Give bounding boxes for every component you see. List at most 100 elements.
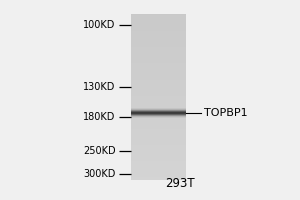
Bar xyxy=(130,37,186,38)
Bar xyxy=(130,146,186,147)
Bar xyxy=(130,165,186,166)
Bar xyxy=(130,109,186,110)
Bar xyxy=(130,63,186,64)
Bar xyxy=(130,74,186,75)
Bar xyxy=(130,91,186,92)
Bar xyxy=(130,149,186,150)
Bar xyxy=(130,84,186,85)
Bar xyxy=(130,115,186,116)
Bar xyxy=(130,114,186,115)
Bar xyxy=(130,102,186,103)
Bar xyxy=(130,72,186,73)
Bar xyxy=(130,64,186,65)
Bar xyxy=(130,110,186,111)
Bar xyxy=(130,70,186,71)
Bar xyxy=(130,102,186,103)
Bar xyxy=(130,154,186,155)
Bar xyxy=(130,132,186,133)
Bar xyxy=(130,76,186,77)
Bar xyxy=(130,42,186,43)
Bar xyxy=(130,32,186,33)
Bar xyxy=(130,113,186,114)
Bar xyxy=(130,111,186,112)
Bar xyxy=(130,172,186,173)
Bar xyxy=(130,65,186,66)
Bar xyxy=(130,112,186,113)
Bar xyxy=(130,170,186,171)
Bar xyxy=(130,145,186,146)
Bar xyxy=(130,36,186,37)
Bar xyxy=(130,131,186,132)
Bar xyxy=(130,134,186,135)
Bar xyxy=(130,105,186,106)
Bar xyxy=(130,115,186,116)
Bar xyxy=(130,60,186,61)
Bar xyxy=(130,113,186,114)
Bar xyxy=(130,19,186,20)
Bar xyxy=(130,14,186,15)
Bar xyxy=(130,161,186,162)
Bar xyxy=(130,87,186,88)
Bar xyxy=(130,98,186,99)
Bar xyxy=(130,15,186,16)
Bar xyxy=(130,80,186,81)
Bar xyxy=(130,58,186,59)
Bar xyxy=(130,117,186,118)
Bar xyxy=(130,114,186,115)
Bar xyxy=(130,137,186,138)
Bar xyxy=(130,133,186,134)
Bar xyxy=(130,169,186,170)
Bar xyxy=(130,162,186,163)
Bar xyxy=(130,56,186,57)
Bar xyxy=(130,82,186,83)
Bar xyxy=(130,154,186,155)
Bar xyxy=(130,87,186,88)
Bar xyxy=(130,120,186,121)
Bar xyxy=(130,52,186,53)
Text: TOPBP1: TOPBP1 xyxy=(204,108,248,118)
Bar xyxy=(130,85,186,86)
Bar xyxy=(130,171,186,172)
Bar xyxy=(130,59,186,60)
Bar xyxy=(130,66,186,67)
Bar xyxy=(130,97,186,98)
Bar xyxy=(130,21,186,22)
Bar xyxy=(130,45,186,46)
Bar xyxy=(130,166,186,167)
Bar xyxy=(130,111,186,112)
Bar xyxy=(130,141,186,142)
Bar xyxy=(130,152,186,153)
Bar xyxy=(130,79,186,80)
Bar xyxy=(130,116,186,117)
Bar xyxy=(130,30,186,31)
Bar xyxy=(130,114,186,115)
Bar xyxy=(130,116,186,117)
Bar xyxy=(130,14,186,15)
Bar xyxy=(130,76,186,77)
Text: 100KD: 100KD xyxy=(83,20,116,30)
Bar xyxy=(130,51,186,52)
Bar xyxy=(130,112,186,113)
Bar xyxy=(130,107,186,108)
Bar xyxy=(130,116,186,117)
Bar xyxy=(130,108,186,109)
Bar xyxy=(130,40,186,41)
Bar xyxy=(130,155,186,156)
Bar xyxy=(130,106,186,107)
Bar xyxy=(130,55,186,56)
Bar xyxy=(130,130,186,131)
Bar xyxy=(130,145,186,146)
Bar xyxy=(130,77,186,78)
Bar xyxy=(130,128,186,129)
Bar xyxy=(130,88,186,89)
Bar xyxy=(130,144,186,145)
Bar xyxy=(130,153,186,154)
Bar xyxy=(130,94,186,95)
Bar xyxy=(130,167,186,168)
Bar xyxy=(130,26,186,27)
Bar xyxy=(130,114,186,115)
Bar xyxy=(130,144,186,145)
Bar xyxy=(130,90,186,91)
Bar xyxy=(130,24,186,25)
Bar xyxy=(130,43,186,44)
